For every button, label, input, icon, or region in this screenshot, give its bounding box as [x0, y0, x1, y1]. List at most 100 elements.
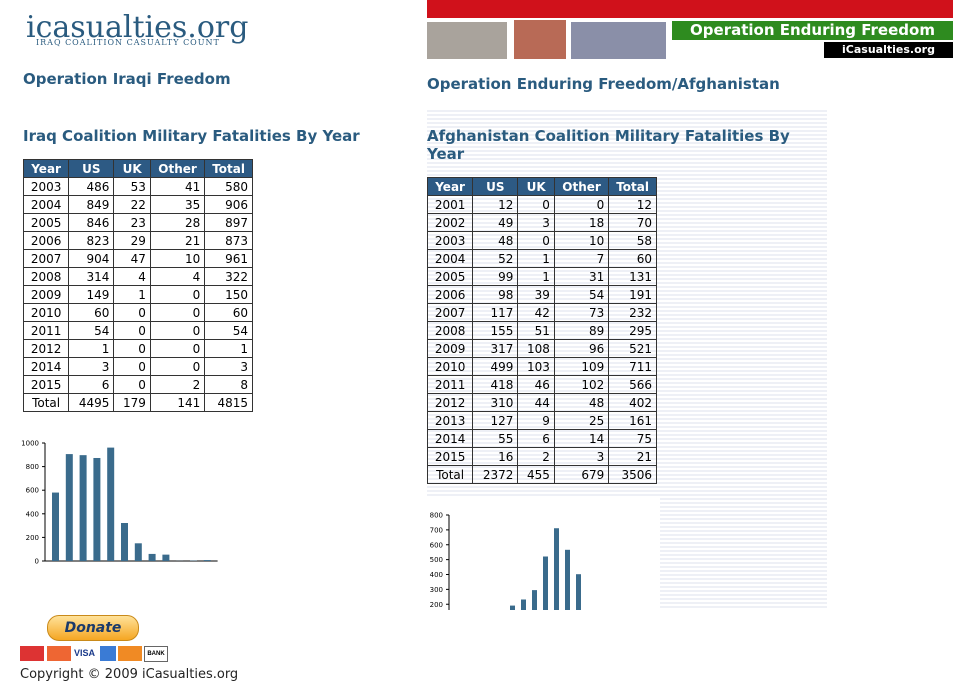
cell: 117 — [472, 303, 519, 322]
column-header: UK — [113, 159, 151, 178]
column-header: UK — [517, 177, 555, 196]
cell: 22 — [113, 195, 151, 214]
cell: 904 — [68, 249, 115, 268]
row: 2015 16 2 3 21 — [426, 447, 657, 466]
cell: 52 — [472, 249, 519, 268]
card-icon — [100, 646, 116, 661]
cell: 2008 — [22, 267, 70, 286]
column-header: Total — [204, 159, 253, 178]
table-title: Afghanistan Coalition Military Fatalitie… — [427, 127, 790, 163]
cell: 0 — [113, 321, 151, 340]
cell: 2 — [149, 375, 206, 394]
banner-site: iCasualties.org — [824, 42, 953, 58]
row: 2005 99 1 31 131 — [426, 267, 657, 286]
cell: 109 — [553, 357, 610, 376]
cell: 10 — [553, 231, 610, 250]
cell: 1 — [68, 339, 115, 358]
cell: 102 — [553, 375, 610, 394]
cell: 2007 — [22, 249, 70, 268]
cell: Total — [22, 393, 70, 412]
chart: 200 300 400 500 600 700 800 — [430, 512, 581, 610]
cell: 2003 — [426, 231, 474, 250]
cell: 2014 — [426, 429, 474, 448]
cell: 21 — [608, 447, 657, 466]
y-tick-label: 800 — [26, 463, 39, 471]
cell: 12 — [608, 195, 657, 214]
cell: 4495 — [68, 393, 115, 412]
cell: 232 — [608, 303, 657, 322]
header-row: Year US UK Other Total — [426, 177, 657, 196]
cell: 849 — [68, 195, 115, 214]
bar — [148, 553, 156, 561]
cell: 2009 — [426, 339, 474, 358]
y-tick-label: 300 — [430, 586, 443, 594]
cell: 2008 — [426, 321, 474, 340]
row: 2001 12 0 0 12 — [426, 195, 657, 214]
row: 2014 3 0 0 3 — [22, 357, 253, 376]
cell: 53 — [113, 177, 151, 196]
row: 2011 54 0 0 54 — [22, 321, 253, 340]
cell: 823 — [68, 231, 115, 250]
column-header: Other — [553, 177, 610, 196]
cell: 2009 — [22, 285, 70, 304]
cell: 2014 — [22, 357, 70, 376]
cell: 39 — [517, 285, 555, 304]
cell: 2005 — [426, 267, 474, 286]
cell: 0 — [149, 357, 206, 376]
cell: 2010 — [22, 303, 70, 322]
row: 2006 98 39 54 191 — [426, 285, 657, 304]
cell: 103 — [517, 357, 555, 376]
cell: 35 — [149, 195, 206, 214]
cell: 322 — [204, 267, 253, 286]
bar — [543, 556, 548, 610]
cell: 317 — [472, 339, 519, 358]
table-title: Iraq Coalition Military Fatalities By Ye… — [23, 127, 360, 145]
cell: 0 — [113, 339, 151, 358]
cell: 2 — [517, 447, 555, 466]
column-header: US — [472, 177, 519, 196]
cell: 98 — [472, 285, 519, 304]
cell: 2003 — [22, 177, 70, 196]
cell: 8 — [204, 375, 253, 394]
cell: 0 — [149, 303, 206, 322]
header-row: Year US UK Other Total — [22, 159, 253, 178]
card-icon — [20, 646, 44, 661]
bar — [554, 528, 559, 610]
cell: 2011 — [22, 321, 70, 340]
bar — [203, 560, 211, 561]
row: 2014 55 6 14 75 — [426, 429, 657, 448]
cell: 3506 — [608, 465, 657, 484]
row: 2007 117 42 73 232 — [426, 303, 657, 322]
cell: 2005 — [22, 213, 70, 232]
banner-image — [427, 22, 507, 59]
y-tick-label: 200 — [26, 534, 39, 542]
cell: 55 — [472, 429, 519, 448]
cell: 0 — [149, 321, 206, 340]
row: 2010 499 103 109 711 — [426, 357, 657, 376]
row: 2007 904 47 10 961 — [22, 249, 253, 268]
cell: 873 — [204, 231, 253, 250]
cell: 48 — [472, 231, 519, 250]
card-icon: VISA — [74, 648, 96, 658]
card-icon — [118, 646, 142, 661]
tagline: IRAQ COALITION CASUALTY COUNT — [36, 38, 220, 47]
donate-button[interactable]: Donate — [47, 615, 139, 641]
banner-title: Operation Enduring Freedom — [672, 21, 953, 40]
cell: 3 — [517, 213, 555, 232]
banner-bar — [427, 0, 953, 18]
cell: 28 — [149, 213, 206, 232]
cell: 2013 — [426, 411, 474, 430]
cell: 42 — [517, 303, 555, 322]
cell: 521 — [608, 339, 657, 358]
cell: 60 — [204, 303, 253, 322]
cell: 48 — [553, 393, 610, 412]
cell: 711 — [608, 357, 657, 376]
cell: 2015 — [426, 447, 474, 466]
row: 2006 823 29 21 873 — [22, 231, 253, 250]
logo[interactable]: icasualties.org — [26, 10, 249, 45]
cell: 2010 — [426, 357, 474, 376]
row: 2015 6 0 2 8 — [22, 375, 253, 394]
cell: 31 — [553, 267, 610, 286]
row: 2003 48 0 10 58 — [426, 231, 657, 250]
row: 2011 418 46 102 566 — [426, 375, 657, 394]
